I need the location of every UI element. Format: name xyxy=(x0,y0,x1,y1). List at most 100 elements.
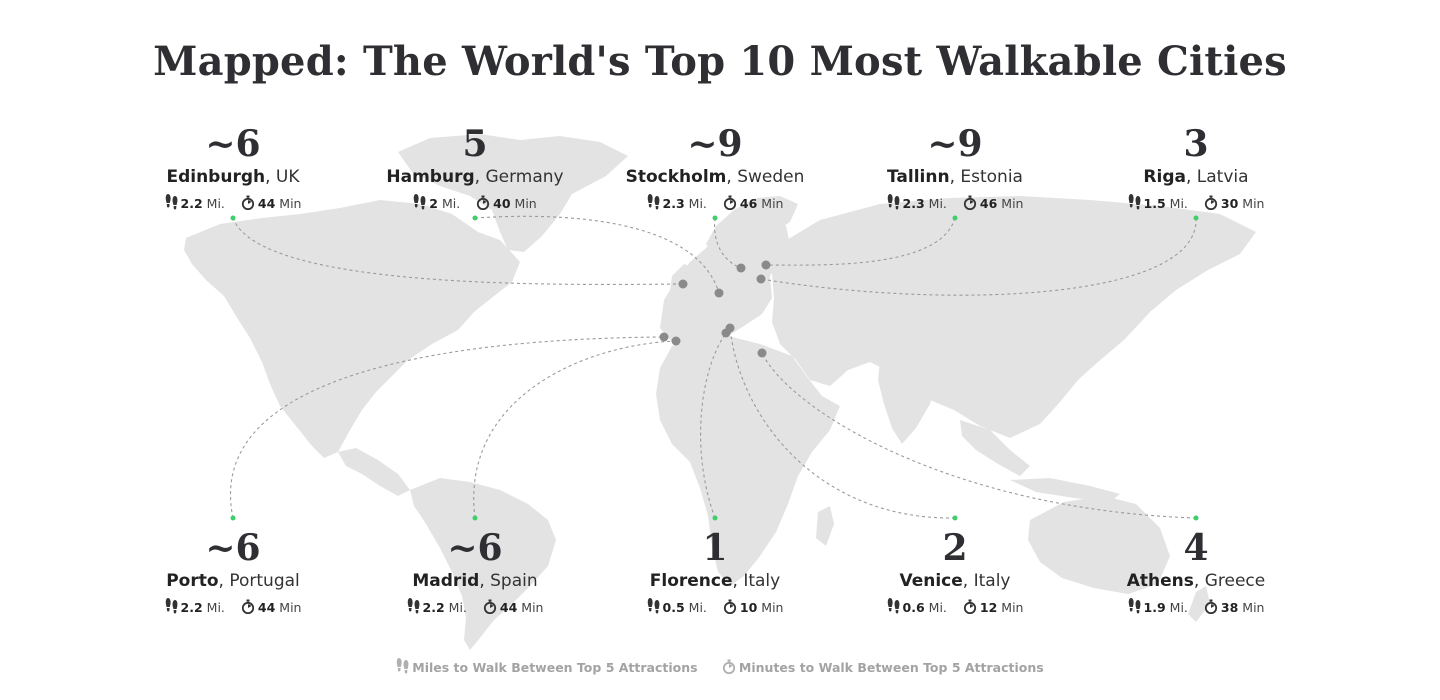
city-name: Stockholm xyxy=(625,167,727,187)
minutes-unit: Min xyxy=(514,196,537,211)
footprints-icon xyxy=(414,194,426,210)
porto-marker[interactable] xyxy=(659,332,669,342)
tallinn-connector xyxy=(765,217,956,266)
miles-unit: Mi. xyxy=(441,196,461,211)
legend-minutes: Minutes to Walk Between Top 5 Attraction… xyxy=(722,659,1044,675)
minutes-value: 44 xyxy=(499,600,518,615)
south-america xyxy=(410,478,556,650)
athens-anchor xyxy=(1193,515,1199,521)
tallinn-marker[interactable] xyxy=(761,260,771,270)
miles-value: 2.3 xyxy=(662,196,685,211)
minutes-unit: Min xyxy=(279,196,302,211)
city-rank: ~6 xyxy=(205,527,261,569)
stopwatch-icon xyxy=(963,599,976,614)
city-rank: ~6 xyxy=(205,123,261,165)
city-name: Madrid xyxy=(412,571,480,591)
city-card-athens: 4 Athens, Greece 1.9 Mi. 38 Min xyxy=(1096,528,1296,617)
edinburgh-marker[interactable] xyxy=(678,279,688,289)
madrid-marker[interactable] xyxy=(671,336,681,346)
porto-anchor xyxy=(230,515,236,521)
minutes-unit: Min xyxy=(1001,196,1024,211)
tallinn-anchor xyxy=(952,215,958,221)
city-country: Italy xyxy=(973,571,1011,591)
city-rank: 2 xyxy=(942,527,968,569)
australia xyxy=(1028,496,1170,594)
stockholm-marker[interactable] xyxy=(736,263,746,273)
riga-marker[interactable] xyxy=(756,274,766,284)
minutes-value: 38 xyxy=(1220,600,1239,615)
stopwatch-icon xyxy=(963,195,976,210)
minutes-value: 46 xyxy=(739,196,758,211)
europe xyxy=(660,218,790,346)
stopwatch-icon xyxy=(723,599,736,614)
city-name: Porto xyxy=(166,571,219,591)
miles-unit: Mi. xyxy=(206,600,225,615)
hamburg-marker[interactable] xyxy=(714,288,724,298)
stockholm-anchor xyxy=(712,215,718,221)
minutes-value: 44 xyxy=(257,600,276,615)
city-card-venice: 2 Venice, Italy 0.6 Mi. 12 Min xyxy=(855,528,1055,617)
miles-value: 2.3 xyxy=(902,196,925,211)
map-title: Mapped: The World's Top 10 Most Walkable… xyxy=(153,38,1287,85)
africa xyxy=(656,336,840,586)
legend-miles: Miles to Walk Between Top 5 Attractions xyxy=(396,658,698,675)
city-name: Florence xyxy=(649,571,733,591)
city-card-hamburg: 5 Hamburg, Germany 2 Mi. 40 Min xyxy=(375,124,575,213)
madrid-connector xyxy=(473,340,677,519)
minutes-value: 44 xyxy=(257,196,276,211)
city-card-tallinn: ~9 Tallinn, Estonia 2.3 Mi. 46 Min xyxy=(855,124,1055,213)
city-country: Latvia xyxy=(1196,167,1249,187)
minutes-unit: Min xyxy=(761,196,784,211)
city-country: Sweden xyxy=(737,167,805,187)
miles-value: 1.5 xyxy=(1143,196,1166,211)
minutes-unit: Min xyxy=(1242,196,1265,211)
continents xyxy=(184,134,1256,650)
legend: Miles to Walk Between Top 5 Attractions … xyxy=(0,658,1440,675)
indonesia xyxy=(1010,478,1120,502)
stopwatch-icon xyxy=(477,195,490,210)
miles-unit: Mi. xyxy=(688,600,707,615)
city-country: UK xyxy=(275,167,300,187)
city-name: Athens xyxy=(1126,571,1194,591)
city-name: Edinburgh xyxy=(166,167,266,187)
footprints-icon xyxy=(397,658,409,674)
miles-unit: Mi. xyxy=(1169,600,1188,615)
stopwatch-icon xyxy=(483,599,496,614)
athens-connector xyxy=(761,352,1197,519)
stopwatch-icon xyxy=(723,195,736,210)
city-rank: ~9 xyxy=(687,123,743,165)
riga-anchor xyxy=(1193,215,1199,221)
venice-marker[interactable] xyxy=(725,323,735,333)
new-zealand xyxy=(1188,586,1210,622)
athens-marker[interactable] xyxy=(757,348,767,358)
uk xyxy=(670,264,694,294)
miles-unit: Mi. xyxy=(928,196,947,211)
miles-value: 2.2 xyxy=(422,600,445,615)
city-country: Italy xyxy=(743,571,781,591)
city-rank: 3 xyxy=(1183,123,1209,165)
edinburgh-connector xyxy=(232,217,684,286)
miles-unit: Mi. xyxy=(688,196,707,211)
city-rank: ~6 xyxy=(447,527,503,569)
stopwatch-icon xyxy=(722,659,736,674)
minutes-unit: Min xyxy=(279,600,302,615)
city-rank: 4 xyxy=(1183,527,1209,569)
florence-anchor xyxy=(712,515,718,521)
florence-connector xyxy=(700,332,727,519)
city-name: Tallinn xyxy=(887,167,950,187)
miles-unit: Mi. xyxy=(928,600,947,615)
stopwatch-icon xyxy=(1204,599,1217,614)
footprints-icon xyxy=(1128,194,1140,210)
legend-miles-label: Miles to Walk Between Top 5 Attractions xyxy=(412,660,698,675)
miles-unit: Mi. xyxy=(448,600,467,615)
city-country: Germany xyxy=(485,167,564,187)
minutes-value: 30 xyxy=(1220,196,1239,211)
footprints-icon xyxy=(165,598,177,614)
minutes-value: 10 xyxy=(739,600,758,615)
stopwatch-icon xyxy=(241,599,254,614)
city-name: Riga xyxy=(1143,167,1186,187)
miles-value: 0.5 xyxy=(662,600,685,615)
city-card-madrid: ~6 Madrid, Spain 2.2 Mi. 44 Min xyxy=(375,528,575,617)
madrid-anchor xyxy=(472,515,478,521)
